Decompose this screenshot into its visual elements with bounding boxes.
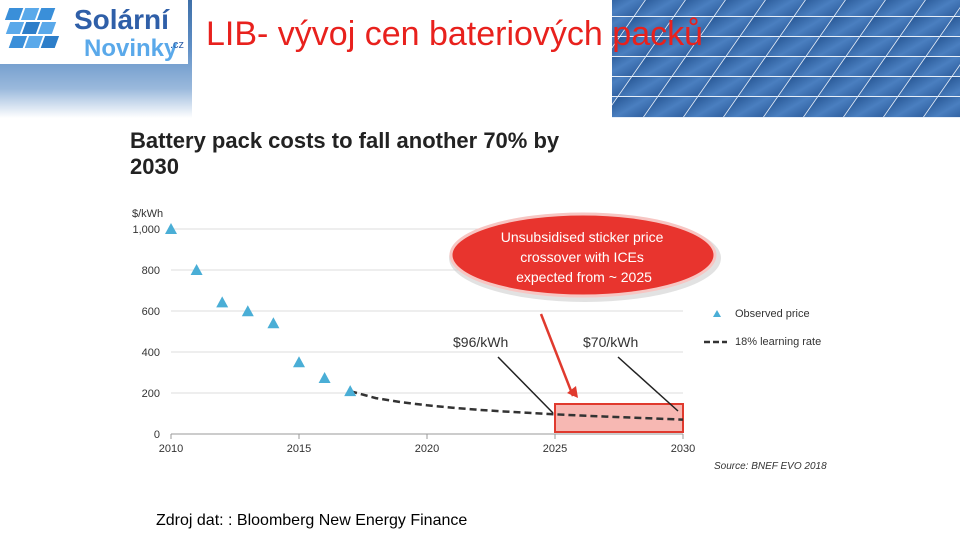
legend-observed-label: Observed price: [735, 308, 810, 320]
callout-arrowhead: [567, 386, 578, 398]
observed-price-point: [318, 372, 331, 384]
observed-price-point: [241, 305, 254, 317]
legend: Observed price 18% learning rate: [704, 308, 821, 348]
logo: Solární Novinky .cz: [0, 0, 188, 64]
x-tick-label: 2015: [287, 443, 311, 455]
callout-line-2: crossover with ICEs: [520, 249, 644, 265]
x-tick-label: 2010: [159, 443, 183, 455]
observed-price-point: [344, 385, 357, 397]
y-tick-label: 400: [142, 347, 160, 359]
y-tick-label: 200: [142, 388, 160, 400]
x-tick-label: 2030: [671, 443, 695, 455]
callout-text: Unsubsidised sticker price crossover wit…: [501, 229, 668, 285]
y-tick-labels: 0 200 400 600 800 1,000: [132, 224, 160, 441]
x-tick-label: 2025: [543, 443, 567, 455]
slide-title: LIB- vývoj cen bateriových packů: [206, 15, 704, 53]
leader-70: [617, 356, 679, 412]
data-source: Zdroj dat: : Bloomberg New Energy Financ…: [156, 512, 468, 529]
legend-observed-marker: [713, 310, 721, 317]
observed-price-point: [267, 317, 280, 329]
observed-price-point: [216, 296, 229, 308]
x-tick-labels: 2010 2015 2020 2025 2030: [159, 443, 695, 455]
observed-price-point: [165, 223, 177, 234]
logo-bottom-text: Novinky: [84, 35, 178, 62]
y-tick-label: 600: [142, 306, 160, 318]
observed-price-point: [293, 356, 305, 368]
y-axis-label: $/kWh: [132, 208, 163, 220]
title-backdrop: [192, 0, 612, 118]
logo-top-text: Solární: [74, 4, 170, 35]
y-tick-label: 0: [154, 429, 160, 441]
chart-axes: [170, 433, 684, 439]
leader-96: [497, 356, 554, 414]
chart-title: Battery pack costs to fall another 70% b…: [130, 128, 560, 179]
callout-line-1: Unsubsidised sticker price: [501, 229, 664, 245]
legend-learning-label: 18% learning rate: [735, 336, 821, 348]
y-tick-label: 1,000: [132, 224, 160, 236]
logo-mark: Solární Novinky .cz: [4, 4, 184, 62]
learning-rate-line: [349, 389, 684, 421]
chart-source-note: Source: BNEF EVO 2018: [714, 461, 827, 472]
y-tick-label: 800: [142, 265, 160, 277]
callout-line-3: expected from ~ 2025: [516, 269, 652, 285]
observed-price-series: [165, 223, 357, 397]
observed-price-point: [190, 264, 203, 275]
learning-rate-series: [349, 389, 684, 421]
callout-arrow: [539, 313, 575, 397]
label-70: $70/kWh: [583, 334, 638, 350]
label-96: $96/kWh: [453, 334, 508, 350]
x-tick-label: 2020: [415, 443, 439, 455]
logo-suffix-text: .cz: [170, 39, 184, 51]
crossover-callout: Unsubsidised sticker price crossover wit…: [449, 212, 721, 302]
